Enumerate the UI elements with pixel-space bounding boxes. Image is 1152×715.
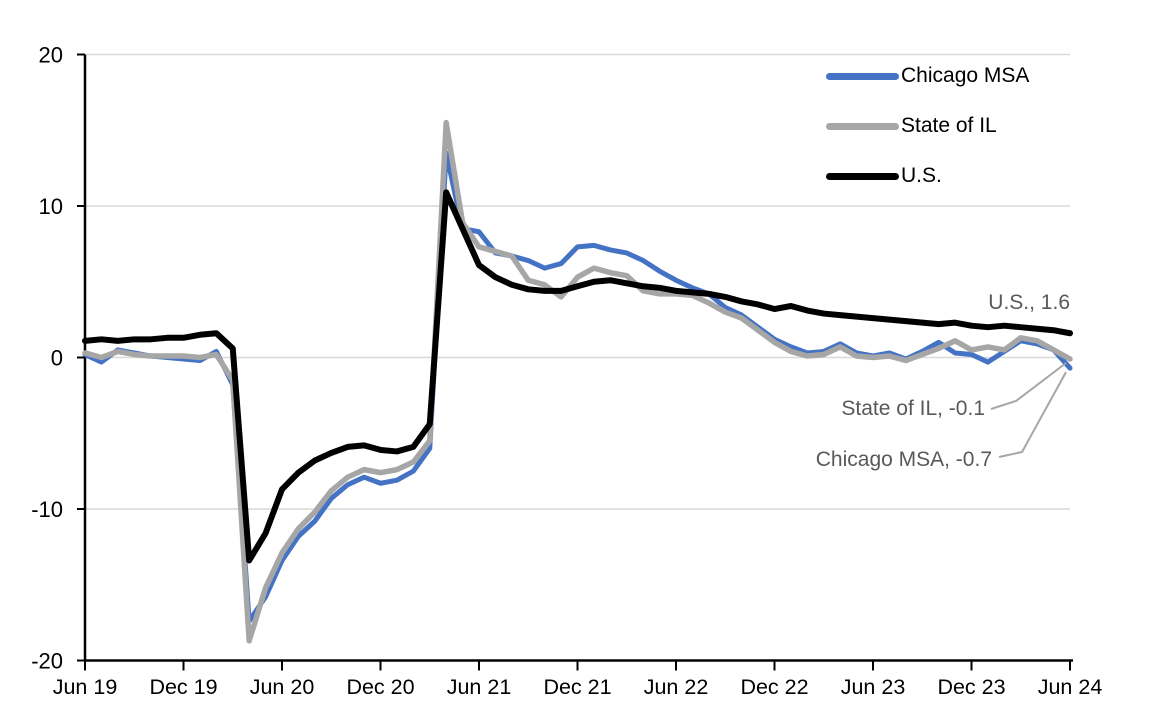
x-tick-label: Jun 20 xyxy=(250,675,315,699)
x-tick-label: Jun 23 xyxy=(841,675,906,699)
annotation-leader-line xyxy=(990,362,1067,410)
legend-item-chicago-msa: Chicago MSA xyxy=(826,51,1029,101)
legend-swatch-chicago-msa xyxy=(826,72,899,80)
x-tick-label: Dec 23 xyxy=(937,675,1005,699)
annotation-us-last-value: U.S., 1.6 xyxy=(988,291,1070,314)
x-tick-label: Dec 20 xyxy=(346,675,414,699)
y-tick-label: 10 xyxy=(39,194,63,219)
x-tick-label: Dec 21 xyxy=(543,675,611,699)
series-line-u-s- xyxy=(82,189,1073,564)
x-tick-label: Jun 24 xyxy=(1038,675,1103,699)
legend-label-us: U.S. xyxy=(901,164,942,187)
legend-swatch-state-of-il xyxy=(826,122,899,130)
y-tick-label: 0 xyxy=(51,346,63,371)
legend-item-us: U.S. xyxy=(826,151,1029,201)
x-tick-label: Jun 19 xyxy=(53,675,118,699)
series-line-state-of-il xyxy=(82,119,1073,644)
legend-swatch-us xyxy=(826,172,899,180)
x-tick-label: Jun 21 xyxy=(447,675,512,699)
annotation-leader-line xyxy=(998,371,1067,458)
chart-legend: Chicago MSA State of IL U.S. xyxy=(826,51,1029,201)
y-tick-label: -10 xyxy=(31,497,63,522)
annotation-chicago-msa-last-value: Chicago MSA, -0.7 xyxy=(815,448,992,471)
legend-label-chicago-msa: Chicago MSA xyxy=(901,64,1030,87)
y-tick-label: 20 xyxy=(39,43,63,68)
x-tick-label: Jun 22 xyxy=(644,675,709,699)
annotation-state-of-il-last-value: State of IL, -0.1 xyxy=(841,397,985,420)
legend-label-state-of-il: State of IL xyxy=(901,114,997,137)
y-tick-label: -20 xyxy=(31,649,63,674)
x-tick-label: Dec 19 xyxy=(149,675,217,699)
legend-item-state-of-il: State of IL xyxy=(826,101,1029,151)
x-tick-label: Dec 22 xyxy=(740,675,808,699)
